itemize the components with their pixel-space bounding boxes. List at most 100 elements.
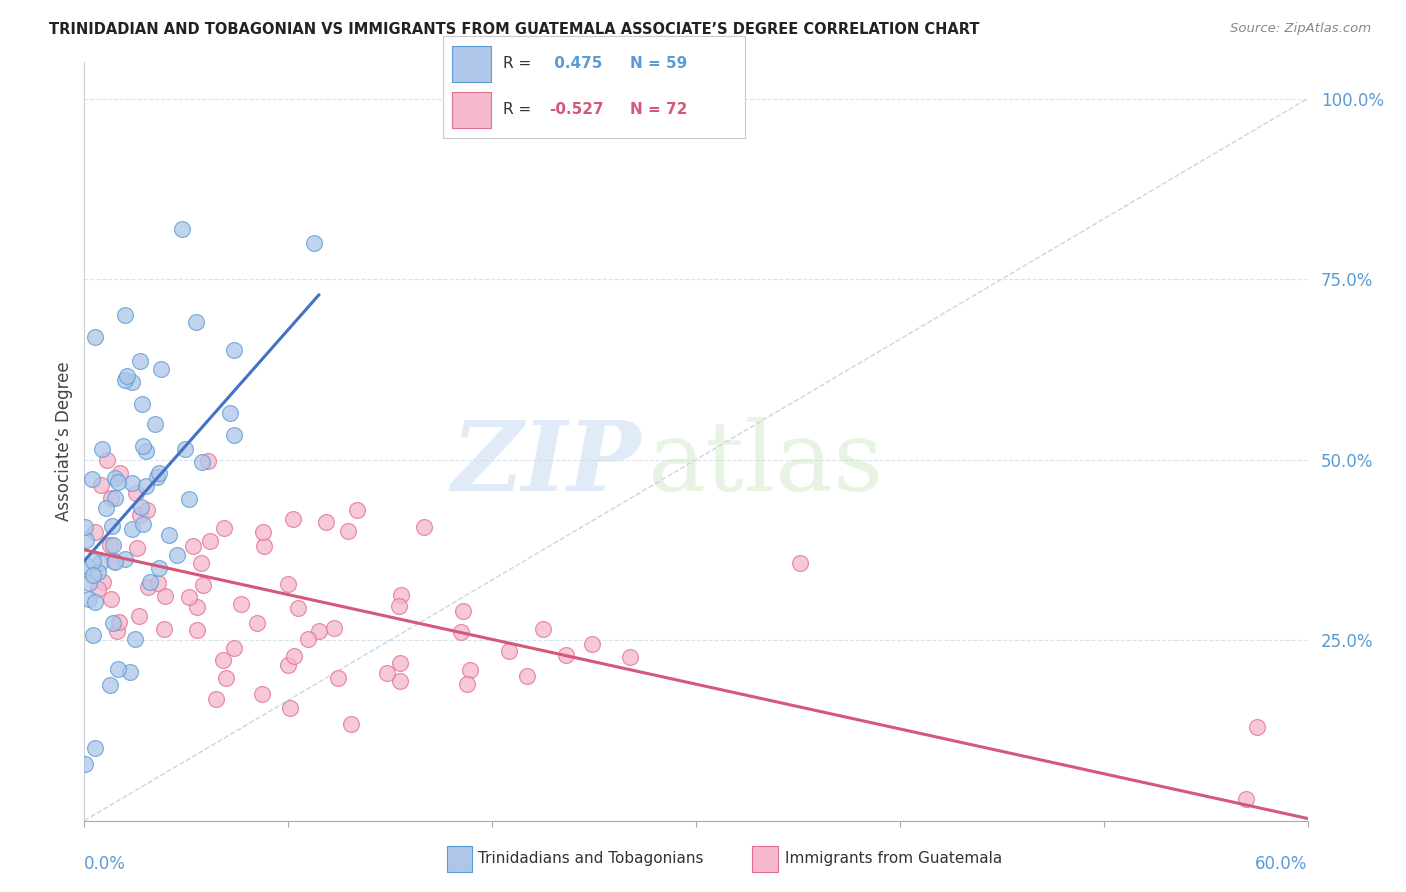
Point — [108, 615, 131, 629]
Point — [84, 525, 107, 540]
Point — [103, 554, 125, 568]
Point — [115, 369, 138, 384]
Point — [98, 677, 121, 691]
Point — [124, 485, 146, 500]
Point — [581, 637, 603, 651]
Point — [145, 470, 167, 484]
Point — [149, 361, 172, 376]
Point — [75, 533, 97, 547]
Point — [179, 491, 201, 506]
Point — [114, 308, 136, 322]
Point — [89, 557, 111, 571]
Point — [246, 616, 269, 631]
Point — [498, 644, 520, 658]
Point — [212, 521, 235, 535]
Point — [340, 717, 363, 731]
Text: -0.527: -0.527 — [548, 102, 603, 117]
Point — [252, 525, 274, 540]
Point — [87, 566, 110, 580]
Point — [197, 453, 219, 467]
Point — [302, 235, 325, 250]
Point — [219, 406, 242, 420]
Point — [186, 315, 208, 329]
Point — [212, 653, 235, 667]
Text: R =: R = — [503, 102, 531, 117]
Point — [308, 624, 330, 639]
Text: N = 72: N = 72 — [630, 102, 688, 117]
Point — [101, 519, 124, 533]
Point — [114, 551, 136, 566]
Point — [104, 471, 127, 485]
Point — [191, 578, 214, 592]
Point — [79, 575, 101, 590]
Point — [121, 476, 143, 491]
Point — [91, 442, 114, 456]
Point — [315, 515, 337, 529]
Point — [148, 576, 170, 591]
Point — [323, 621, 346, 635]
Point — [135, 502, 157, 516]
Point — [131, 397, 153, 411]
Point — [287, 601, 309, 615]
Point — [129, 508, 152, 522]
Point — [456, 677, 478, 691]
Text: N = 59: N = 59 — [630, 56, 688, 70]
Point — [75, 520, 97, 534]
Point — [82, 628, 104, 642]
Bar — [451, 92, 491, 128]
Point — [153, 589, 176, 603]
Point — [128, 609, 150, 624]
Point — [90, 478, 112, 492]
Point — [110, 466, 132, 480]
Point — [516, 669, 538, 683]
Point — [224, 343, 246, 358]
Y-axis label: Associate’s Degree: Associate’s Degree — [55, 362, 73, 521]
Point — [135, 444, 157, 458]
Point — [157, 528, 180, 542]
Point — [98, 538, 121, 552]
Point — [101, 616, 124, 631]
Point — [533, 622, 555, 636]
Point — [143, 417, 166, 431]
Point — [172, 221, 194, 235]
Point — [129, 500, 152, 515]
Point — [281, 512, 304, 526]
Point — [148, 466, 170, 480]
Point — [100, 491, 122, 505]
Point — [84, 594, 107, 608]
Point — [278, 701, 301, 715]
Point — [389, 656, 412, 670]
Point — [100, 592, 122, 607]
Text: Immigrants from Guatemala: Immigrants from Guatemala — [785, 852, 1002, 866]
Point — [121, 522, 143, 536]
Point — [250, 687, 273, 701]
Point — [458, 663, 481, 677]
Point — [389, 588, 412, 602]
Point — [177, 590, 200, 604]
Point — [107, 661, 129, 675]
Point — [107, 475, 129, 490]
Text: ZIP: ZIP — [451, 417, 641, 511]
Point — [138, 580, 160, 594]
Point — [190, 556, 212, 570]
Point — [450, 624, 472, 639]
Point — [77, 591, 100, 606]
Point — [120, 665, 142, 680]
Point — [297, 632, 319, 646]
Point — [186, 623, 208, 637]
Point — [132, 439, 155, 453]
Point — [174, 442, 197, 456]
Text: R =: R = — [503, 56, 531, 70]
Point — [125, 541, 148, 556]
Point — [253, 539, 276, 553]
Point — [181, 539, 204, 553]
Point — [413, 519, 436, 533]
Point — [1236, 792, 1258, 806]
Point — [205, 692, 228, 706]
Point — [83, 330, 105, 344]
Text: atlas: atlas — [647, 417, 883, 511]
Point — [283, 649, 305, 664]
Point — [346, 503, 368, 517]
Text: 60.0%: 60.0% — [1256, 855, 1308, 872]
Point — [148, 561, 170, 575]
